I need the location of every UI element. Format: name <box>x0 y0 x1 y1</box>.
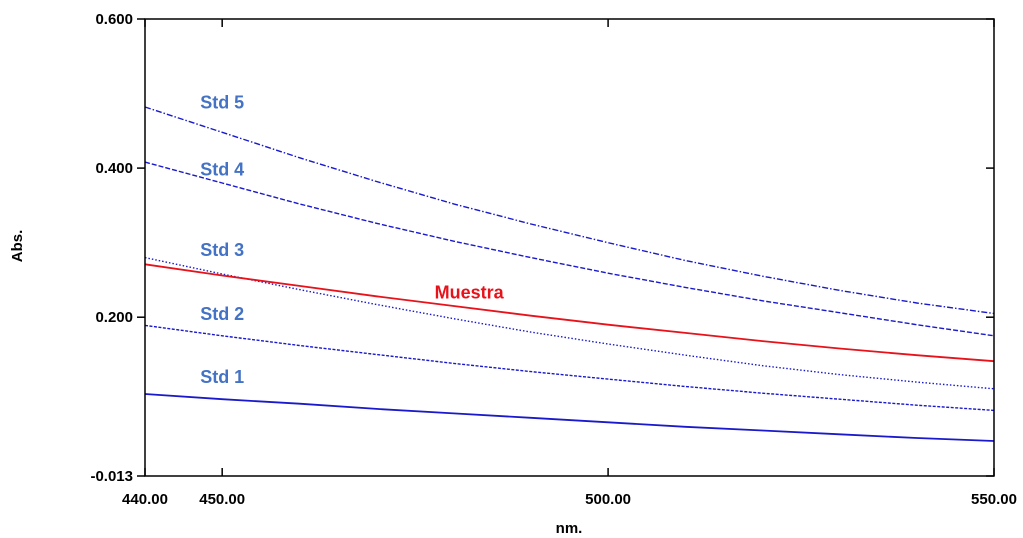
series-line-std-4 <box>144 161 995 337</box>
y-tick-label: -0.013 <box>90 468 133 485</box>
series-line-std-1 <box>144 393 995 442</box>
plot-lines <box>144 106 995 442</box>
x-axis-title: nm. <box>556 520 583 537</box>
series-line-muestra <box>144 263 995 363</box>
plot-frame <box>144 18 995 477</box>
series-label-std-2: Std 2 <box>200 304 244 324</box>
series-label-std-4: Std 4 <box>200 160 244 180</box>
y-tick-label: 0.600 <box>95 11 133 28</box>
ticks: 440.00 450.00 500.00 550.00 -0.013 0.200 0.400… <box>90 11 1016 508</box>
series-label-std-5: Std 5 <box>200 93 244 113</box>
x-tick-label: 550.00 <box>971 491 1017 508</box>
x-tick-label: 450.00 <box>199 491 245 508</box>
series-label-muestra: Muestra <box>435 283 505 303</box>
series-label-std-3: Std 3 <box>200 240 244 260</box>
y-tick-label: 0.200 <box>95 309 133 326</box>
series-label-std-1: Std 1 <box>200 367 244 387</box>
series-line-std-3 <box>144 256 995 390</box>
y-tick-label: 0.400 <box>95 160 133 177</box>
y-axis-title: Abs. <box>9 230 26 263</box>
series-line-std-2 <box>144 324 995 412</box>
x-tick-label: 500.00 <box>585 491 631 508</box>
series-labels: Std 5 Std 4 Std 3 Muestra Std 2 Std 1 <box>200 93 505 387</box>
x-tick-label: 440.00 <box>122 491 168 508</box>
